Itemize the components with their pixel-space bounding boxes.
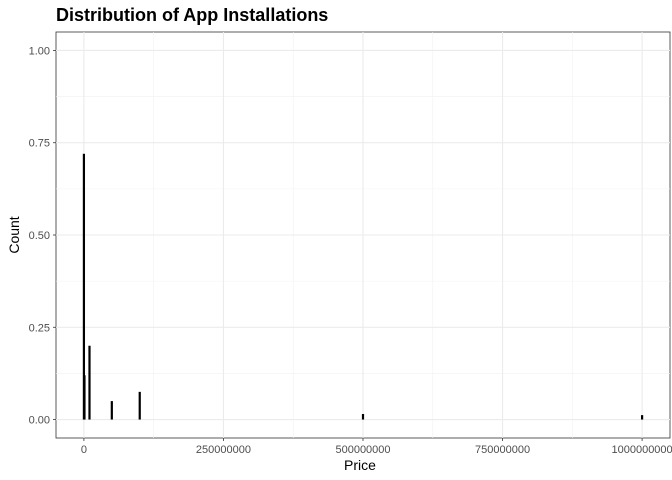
x-tick-label: 0 bbox=[81, 444, 87, 456]
y-tick-label: 0.75 bbox=[29, 138, 50, 150]
x-tick-label: 750000000 bbox=[475, 444, 530, 456]
x-axis: 0 250000000 500000000 750000000 1000000000 bbox=[81, 438, 672, 456]
x-tick-label: 1000000000 bbox=[611, 444, 672, 456]
chart-title: Distribution of App Installations bbox=[56, 5, 329, 25]
y-axis: 0.00 0.25 0.50 0.75 1.00 bbox=[29, 45, 56, 427]
major-gridlines bbox=[56, 32, 670, 438]
x-tick-label: 250000000 bbox=[196, 444, 251, 456]
bar bbox=[640, 415, 644, 420]
bar bbox=[88, 345, 91, 420]
y-axis-title: Count bbox=[6, 216, 22, 253]
bar bbox=[83, 375, 86, 420]
bar bbox=[138, 391, 141, 420]
x-axis-title: Price bbox=[344, 457, 376, 473]
y-tick-label: 0.50 bbox=[29, 230, 50, 242]
y-tick-label: 0.00 bbox=[29, 415, 50, 427]
bars bbox=[82, 153, 644, 420]
bar bbox=[110, 401, 113, 420]
y-tick-label: 1.00 bbox=[29, 45, 50, 57]
x-tick-label: 500000000 bbox=[335, 444, 390, 456]
y-tick-label: 0.25 bbox=[29, 322, 50, 334]
bar bbox=[82, 153, 86, 420]
bar bbox=[361, 414, 365, 420]
